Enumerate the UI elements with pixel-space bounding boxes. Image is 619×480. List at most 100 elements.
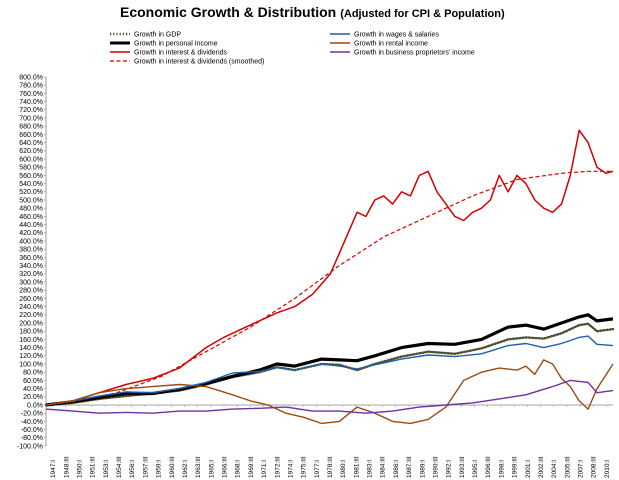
- x-tick-label: 2008:III: [591, 456, 598, 478]
- y-tick-label: 680.0%: [19, 124, 43, 131]
- y-tick-label: 160.0%: [19, 337, 43, 344]
- x-tick-label: 1957:III: [142, 456, 149, 478]
- y-tick-label: 580.0%: [19, 165, 43, 172]
- x-tick-label: 2002:III: [538, 456, 545, 478]
- legend-label-3: Growth in interest & dividends (smoothed…: [134, 59, 264, 66]
- x-tick-label: 1969:III: [248, 456, 255, 478]
- y-tick-label: 560.0%: [19, 173, 43, 180]
- legend-label-0: Growth in GDP: [134, 32, 181, 39]
- x-tick-label: 1972:III: [274, 456, 281, 478]
- x-tick-label: 1992:I: [446, 460, 453, 478]
- x-tick-label: 1984:III: [380, 456, 387, 478]
- y-tick-label: 740.0%: [19, 99, 43, 106]
- y-tick-label: -20.0%: [21, 411, 43, 418]
- series-line-5: [45, 359, 614, 425]
- x-tick-label: 1980:I: [340, 460, 347, 478]
- x-tick-label: 1960:III: [169, 456, 176, 478]
- y-tick-label: 700.0%: [19, 115, 43, 122]
- series-line-2: [45, 129, 614, 406]
- x-tick-label: 2001:I: [525, 460, 532, 478]
- y-tick-label: 420.0%: [19, 230, 43, 237]
- x-tick-label: 1986:I: [393, 460, 400, 478]
- x-tick-label: 2004:I: [551, 460, 558, 478]
- x-tick-label: 2005:III: [564, 456, 571, 478]
- y-tick-label: 40.0%: [23, 386, 43, 393]
- series-line-1: [45, 313, 614, 407]
- x-tick-label: 1951:III: [90, 456, 97, 478]
- y-tick-label: 380.0%: [19, 247, 43, 254]
- legend-label-6: Growth in business proprietors' income: [354, 50, 475, 57]
- x-tick-label: 2010:I: [604, 460, 611, 478]
- y-tick-label: 20.0%: [23, 394, 43, 401]
- x-tick-label: 1975:III: [301, 456, 308, 478]
- y-tick-label: 780.0%: [19, 83, 43, 90]
- y-tick-label: 520.0%: [19, 189, 43, 196]
- y-tick-label: -60.0%: [21, 427, 43, 434]
- x-tick-label: 1963:III: [195, 456, 202, 478]
- x-tick-label: 1968:I: [235, 460, 242, 478]
- y-tick-label: 80.0%: [23, 370, 43, 377]
- y-tick-label: 620.0%: [19, 148, 43, 155]
- y-tick-label: -40.0%: [21, 419, 43, 426]
- y-tick-label: 800.0%: [19, 74, 43, 81]
- y-tick-label: 760.0%: [19, 91, 43, 98]
- x-tick-label: 2007:I: [578, 460, 585, 478]
- y-tick-label: 140.0%: [19, 345, 43, 352]
- x-tick-label: 1959:I: [156, 460, 163, 478]
- y-tick-label: 540.0%: [19, 181, 43, 188]
- x-tick-label: 1977:I: [314, 460, 321, 478]
- y-tick-label: -80.0%: [21, 435, 43, 442]
- x-tick-label: 1989:I: [419, 460, 426, 478]
- x-tick-label: 1995:I: [472, 460, 479, 478]
- y-tick-label: 720.0%: [19, 107, 43, 114]
- y-tick-label: 320.0%: [19, 271, 43, 278]
- y-tick-label: 300.0%: [19, 279, 43, 286]
- x-tick-label: 1965:I: [208, 460, 215, 478]
- y-tick-label: 600.0%: [19, 156, 43, 163]
- y-tick-label: 0.0%: [27, 402, 43, 409]
- y-tick-label: 280.0%: [19, 288, 43, 295]
- plot-area: -100.0%-80.0%-60.0%-40.0%-20.0% 0.0%20.0%…: [17, 74, 615, 478]
- legend-label-4: Growth in wages & salaries: [354, 32, 439, 39]
- y-tick-label: 660.0%: [19, 132, 43, 139]
- legend-label-1: Growth in personal Income: [134, 41, 218, 48]
- x-tick-label: 1956:I: [129, 460, 136, 478]
- y-tick-label: 60.0%: [23, 378, 43, 385]
- y-tick-label: 200.0%: [19, 320, 43, 327]
- x-tick-label: 1950:I: [76, 460, 83, 478]
- y-tick-label: 180.0%: [19, 329, 43, 336]
- legend: Growth in GDP Growth in wages & salaries G…: [110, 32, 475, 66]
- y-tick-label: 240.0%: [19, 304, 43, 311]
- x-tick-label: 1966:III: [222, 456, 229, 478]
- legend-label-2: Growth in interest & dividends: [134, 50, 227, 57]
- y-tick-label: 480.0%: [19, 206, 43, 213]
- y-tick-label: 340.0%: [19, 263, 43, 270]
- series-line-6: [45, 379, 614, 414]
- chart-subtitle: (Adjusted for CPI & Population): [340, 8, 505, 20]
- x-tick-label: 1954:III: [116, 456, 123, 478]
- series-line-3: [45, 170, 613, 406]
- y-tick-label: 500.0%: [19, 197, 43, 204]
- x-tick-label: 1978:III: [327, 456, 334, 478]
- y-tick-label: 460.0%: [19, 214, 43, 221]
- y-tick-label: 360.0%: [19, 255, 43, 262]
- series-line-4: [45, 335, 614, 406]
- y-tick-label: 220.0%: [19, 312, 43, 319]
- chart-title: Economic Growth & Distribution: [120, 4, 336, 20]
- y-tick-label: 400.0%: [19, 238, 43, 245]
- x-tick-label: 1983:I: [367, 460, 374, 478]
- x-tick-label: 1996:III: [485, 456, 492, 478]
- y-tick-label: 640.0%: [19, 140, 43, 147]
- x-tick-label: 1987:III: [406, 456, 413, 478]
- y-tick-label: 260.0%: [19, 296, 43, 303]
- x-tick-label: 1981:III: [353, 456, 360, 478]
- x-tick-label: 1948:III: [63, 456, 70, 478]
- x-tick-label: 1993:III: [459, 456, 466, 478]
- y-tick-label: 120.0%: [19, 353, 43, 360]
- x-tick-label: 1947:I: [50, 460, 57, 478]
- x-tick-label: 1990:III: [432, 456, 439, 478]
- x-tick-label: 1999:III: [512, 456, 519, 478]
- x-tick-label: 1953:I: [103, 460, 110, 478]
- y-tick-label: -100.0%: [17, 443, 43, 450]
- x-tick-label: 1998:I: [498, 460, 505, 478]
